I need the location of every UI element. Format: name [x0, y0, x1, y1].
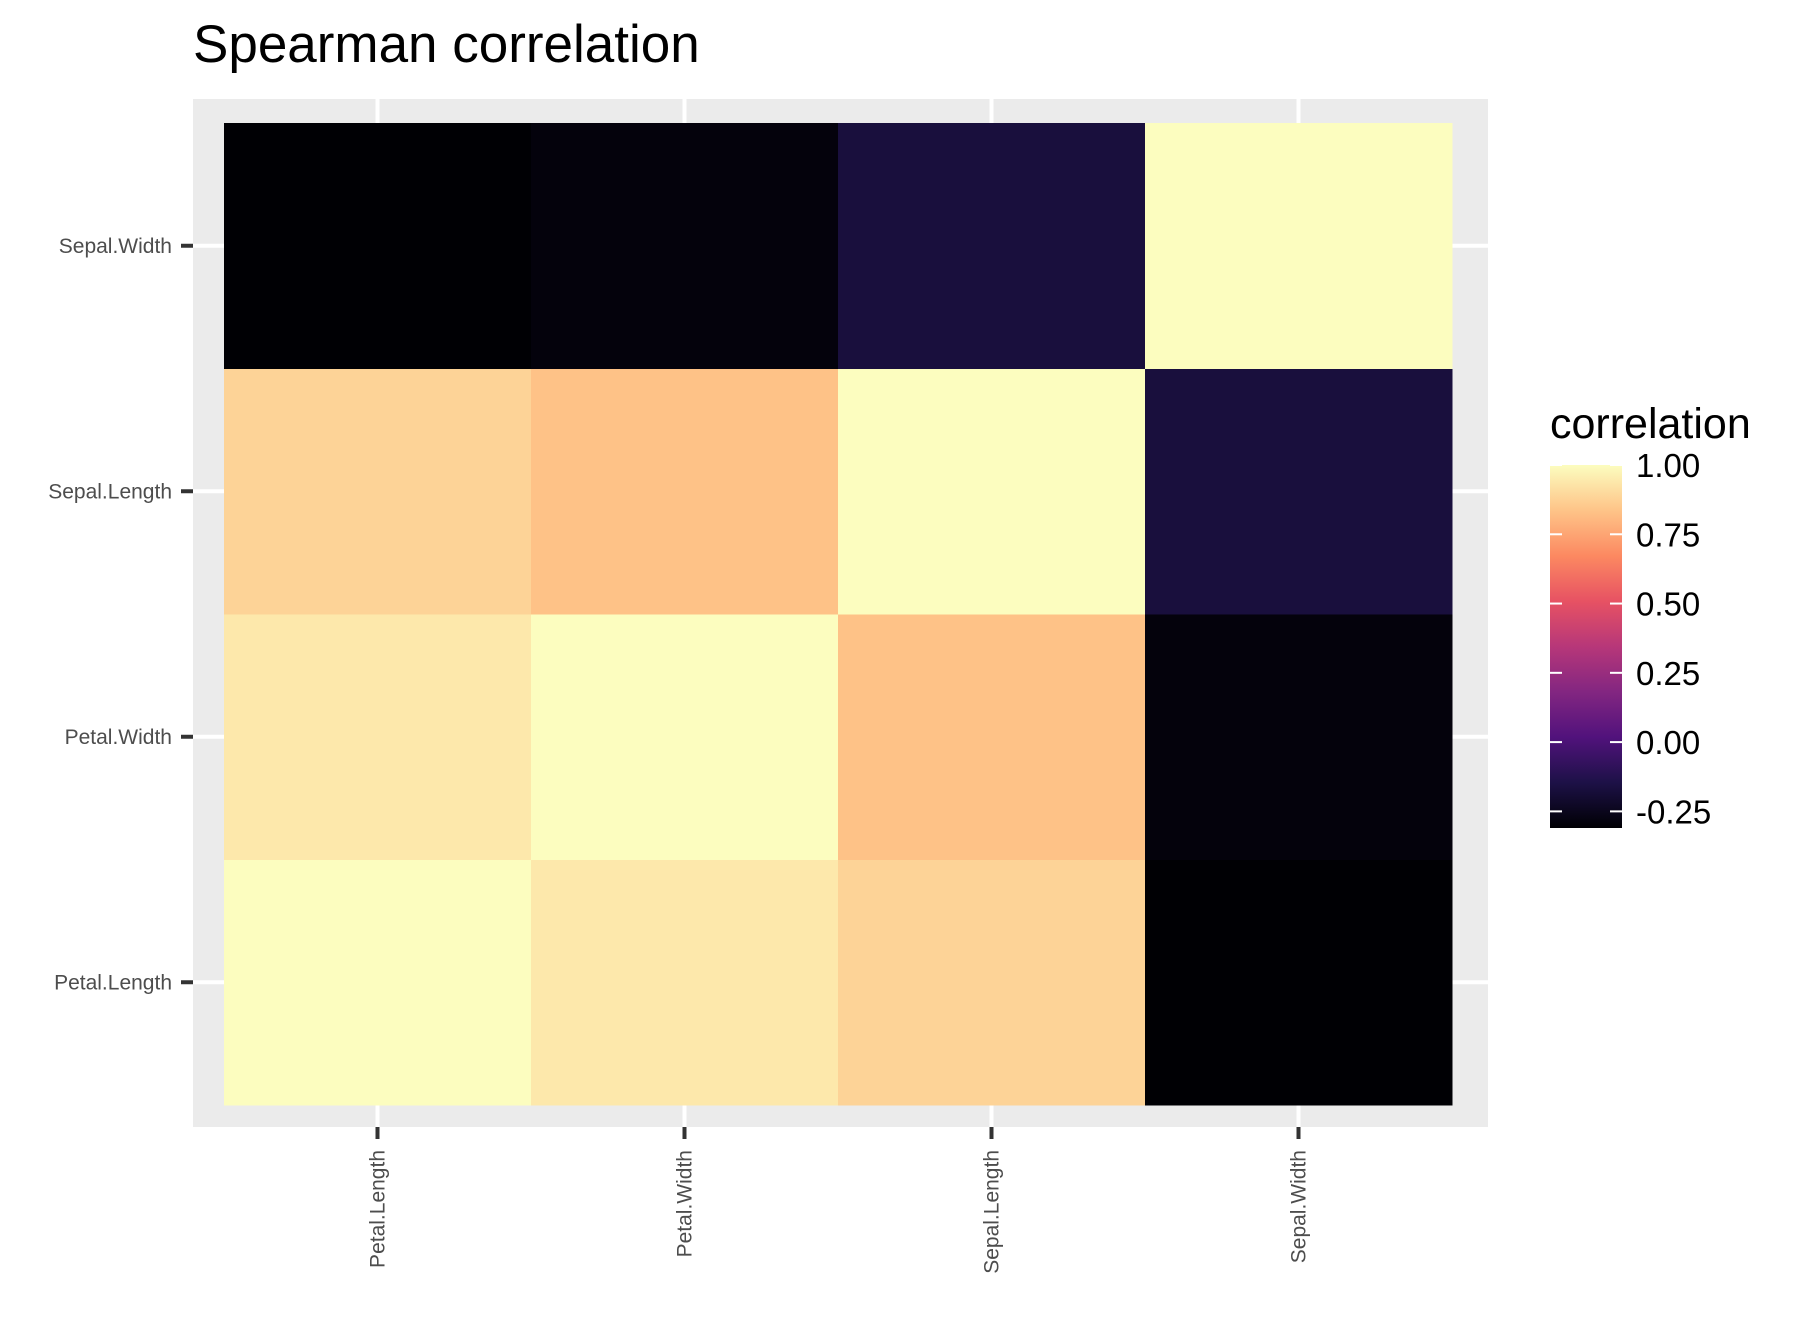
heatmap-cell	[1145, 614, 1453, 860]
legend-tick-label: 1.00	[1636, 447, 1700, 484]
heatmap-cell	[1145, 859, 1453, 1106]
heatmap-cell	[838, 123, 1146, 369]
heatmap-cell	[1145, 368, 1453, 615]
legend-ticks: 1.00 0.75 0.50 0.25 0.00 -0.25	[1550, 447, 1711, 830]
heatmap-cell	[224, 123, 532, 369]
heatmap-cell	[531, 123, 839, 369]
legend-tick-label: 0.00	[1636, 724, 1700, 761]
y-tick-label: Petal.Width	[65, 726, 172, 749]
heatmap-cell	[531, 614, 839, 860]
x-tick-label: Sepal.Length	[981, 1150, 1004, 1274]
heatmap-cell	[224, 859, 532, 1106]
heatmap-cells	[224, 123, 1453, 1106]
heatmap-cell	[531, 368, 839, 615]
y-tick-label: Petal.Length	[54, 971, 172, 994]
legend-title: correlation	[1550, 400, 1751, 448]
x-tick-label: Sepal.Width	[1288, 1150, 1311, 1263]
y-axis: Petal.Length Petal.Width Sepal.Length Sepal…	[48, 235, 193, 994]
legend-tick-label: 0.75	[1636, 516, 1700, 553]
heatmap-cell	[838, 614, 1146, 860]
heatmap-cell	[224, 614, 532, 860]
heatmap-cell	[224, 368, 532, 615]
legend: correlation 1.00 0.75 0.50 0.25 0.00 -0.25	[1550, 400, 1751, 830]
heatmap-cell	[1145, 123, 1453, 369]
legend-colorbar	[1550, 465, 1622, 828]
chart-title: Spearman correlation	[193, 15, 700, 74]
heatmap-cell	[531, 859, 839, 1106]
heatmap-cell	[838, 859, 1146, 1106]
heatmap-cell	[838, 368, 1146, 615]
y-tick-label: Sepal.Width	[59, 235, 172, 258]
x-tick-label: Petal.Length	[367, 1150, 390, 1268]
legend-tick-label: -0.25	[1636, 793, 1711, 830]
y-tick-label: Sepal.Length	[48, 480, 172, 503]
legend-tick-label: 0.25	[1636, 655, 1700, 692]
x-axis: Petal.Length Petal.Width Sepal.Length Sepal…	[367, 1127, 1311, 1274]
legend-tick-label: 0.50	[1636, 586, 1700, 623]
x-tick-label: Petal.Width	[674, 1150, 697, 1257]
